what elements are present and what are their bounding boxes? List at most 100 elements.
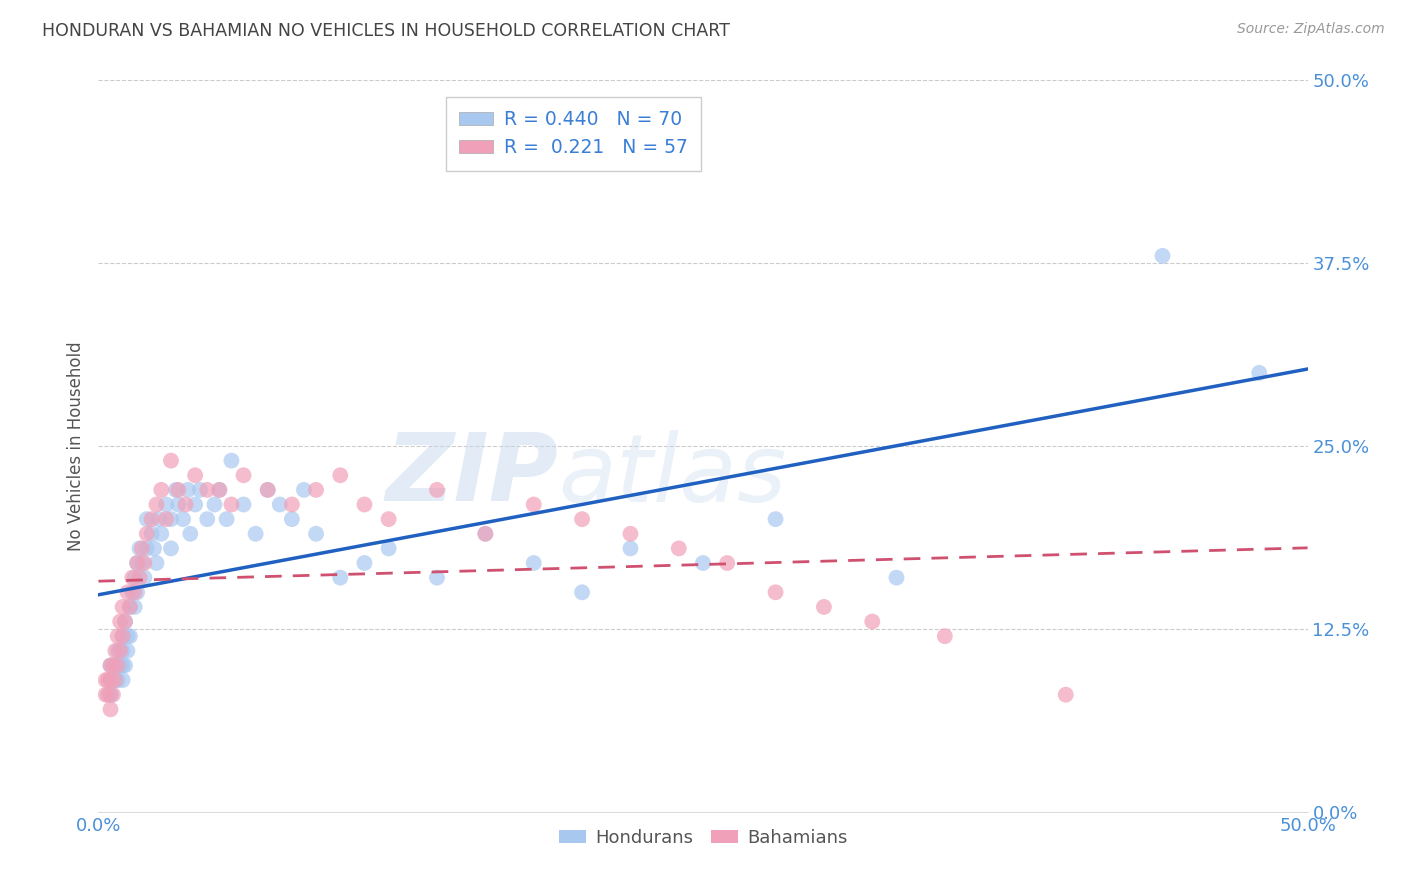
Point	[188, 483, 211, 497]
Text: Source: ZipAtlas.com: Source: ZipAtlas.com	[1237, 22, 1385, 37]
Point	[101, 658, 124, 673]
Point	[215, 512, 238, 526]
Point	[94, 688, 117, 702]
Point	[124, 585, 146, 599]
Point	[150, 526, 173, 541]
Point	[426, 571, 449, 585]
Point	[177, 483, 200, 497]
Point	[108, 658, 131, 673]
Point	[305, 483, 328, 497]
Y-axis label: No Vehicles in Household: No Vehicles in Household	[66, 341, 84, 551]
Point	[523, 498, 546, 512]
Point	[174, 498, 197, 512]
Point	[377, 512, 399, 526]
Point	[668, 541, 690, 556]
Point	[97, 673, 120, 687]
Point	[692, 556, 714, 570]
Point	[114, 658, 136, 673]
Point	[765, 512, 787, 526]
Point	[128, 541, 150, 556]
Point	[619, 541, 641, 556]
Point	[135, 512, 157, 526]
Point	[160, 453, 183, 467]
Point	[155, 512, 177, 526]
Point	[148, 512, 170, 526]
Point	[107, 658, 129, 673]
Point	[141, 512, 163, 526]
Point	[184, 498, 207, 512]
Point	[619, 526, 641, 541]
Point	[97, 688, 120, 702]
Point	[329, 468, 352, 483]
Point	[281, 498, 304, 512]
Point	[179, 526, 201, 541]
Text: HONDURAN VS BAHAMIAN NO VEHICLES IN HOUSEHOLD CORRELATION CHART: HONDURAN VS BAHAMIAN NO VEHICLES IN HOUS…	[42, 22, 730, 40]
Point	[145, 556, 167, 570]
Point	[221, 498, 243, 512]
Point	[571, 512, 593, 526]
Point	[100, 688, 122, 702]
Point	[353, 556, 375, 570]
Point	[860, 615, 883, 629]
Point	[167, 498, 190, 512]
Point	[716, 556, 738, 570]
Point	[426, 483, 449, 497]
Point	[124, 571, 146, 585]
Point	[127, 556, 149, 570]
Point	[131, 541, 153, 556]
Point	[111, 658, 134, 673]
Point	[245, 526, 267, 541]
Point	[256, 483, 278, 497]
Point	[221, 453, 243, 467]
Point	[111, 629, 134, 643]
Legend: Hondurans, Bahamians: Hondurans, Bahamians	[551, 822, 855, 854]
Point	[150, 483, 173, 497]
Point	[111, 599, 134, 614]
Point	[107, 629, 129, 643]
Point	[305, 526, 328, 541]
Point	[184, 468, 207, 483]
Point	[100, 702, 122, 716]
Point	[523, 556, 546, 570]
Point	[118, 599, 141, 614]
Point	[281, 512, 304, 526]
Point	[101, 688, 124, 702]
Point	[232, 468, 254, 483]
Point	[100, 673, 122, 687]
Point	[353, 498, 375, 512]
Point	[104, 658, 127, 673]
Point	[111, 629, 134, 643]
Point	[118, 629, 141, 643]
Point	[121, 571, 143, 585]
Point	[108, 615, 131, 629]
Point	[269, 498, 291, 512]
Point	[934, 629, 956, 643]
Point	[117, 585, 139, 599]
Point	[100, 673, 122, 687]
Text: ZIP: ZIP	[385, 429, 558, 521]
Point	[474, 526, 496, 541]
Point	[377, 541, 399, 556]
Point	[104, 673, 127, 687]
Point	[124, 599, 146, 614]
Point	[167, 483, 190, 497]
Point	[145, 498, 167, 512]
Point	[160, 512, 183, 526]
Text: atlas: atlas	[558, 430, 786, 521]
Point	[131, 556, 153, 570]
Point	[292, 483, 315, 497]
Point	[474, 526, 496, 541]
Point	[117, 629, 139, 643]
Point	[571, 585, 593, 599]
Point	[1249, 366, 1271, 380]
Point	[232, 498, 254, 512]
Point	[114, 615, 136, 629]
Point	[104, 644, 127, 658]
Point	[117, 644, 139, 658]
Point	[127, 585, 149, 599]
Point	[127, 556, 149, 570]
Point	[111, 644, 134, 658]
Point	[329, 571, 352, 585]
Point	[208, 483, 231, 497]
Point	[141, 526, 163, 541]
